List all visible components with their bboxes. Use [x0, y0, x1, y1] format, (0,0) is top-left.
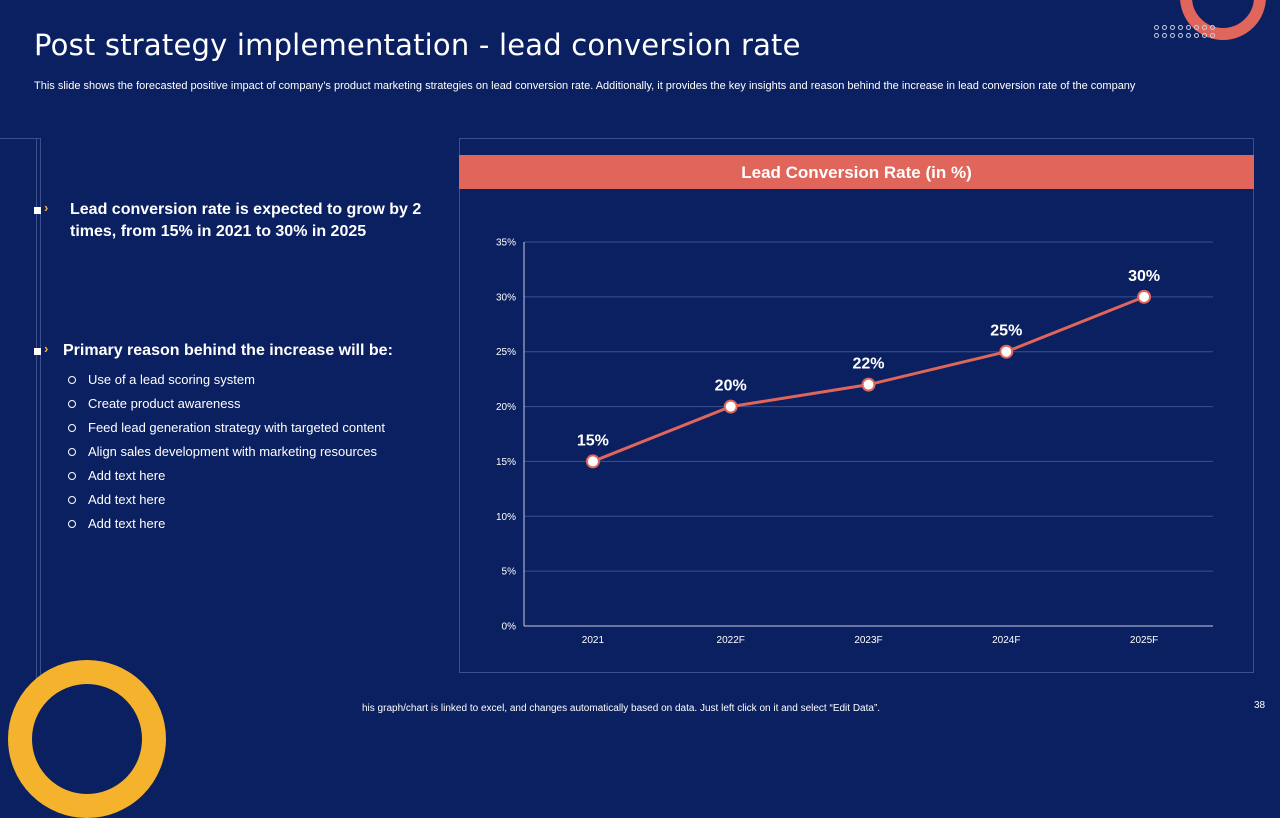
list-item: Align sales development with marketing r… [66, 440, 385, 464]
page-title: Post strategy implementation - lead conv… [34, 28, 801, 62]
footnote: his graph/chart is linked to excel, and … [362, 703, 881, 714]
bullet-marker-icon: › [34, 200, 54, 218]
circle-bullet-icon [68, 472, 76, 480]
line-chart[interactable]: 0% 5% 10% 15% 20% 25% 30% 35% 2021 2022F 2023F 2024… [459, 189, 1254, 659]
decorative-dot-grid [1154, 25, 1220, 38]
insight-point-growth: Lead conversion rate is expected to grow… [70, 201, 422, 240]
reason-text: Feed lead generation strategy with targe… [88, 420, 386, 435]
circle-bullet-icon [68, 520, 76, 528]
list-item: Create product awareness [66, 392, 385, 416]
x-tick-label: 2024F [992, 635, 1020, 646]
x-tick-label: 2021 [582, 635, 605, 646]
reason-text: Create product awareness [88, 396, 241, 411]
list-item: Add text here [66, 464, 385, 488]
data-label: 30% [1128, 268, 1160, 285]
data-label: 22% [852, 356, 884, 373]
circle-bullet-icon [68, 400, 76, 408]
circle-bullet-icon [68, 376, 76, 384]
x-tick-label: 2023F [854, 635, 882, 646]
data-point[interactable] [1137, 289, 1152, 304]
y-tick-label: 5% [502, 567, 517, 578]
y-tick-label: 15% [496, 457, 516, 468]
data-label: 20% [715, 378, 747, 395]
y-tick-label: 25% [496, 347, 516, 358]
page-subtitle: This slide shows the forecasted positive… [34, 80, 1136, 92]
y-tick-label: 35% [496, 238, 516, 249]
circle-bullet-icon [68, 496, 76, 504]
data-point[interactable] [861, 377, 876, 392]
y-tick-label: 20% [496, 402, 516, 413]
list-item: Feed lead generation strategy with targe… [66, 416, 385, 440]
x-tick-label: 2022F [717, 635, 745, 646]
decorative-line [36, 138, 37, 698]
reason-text: Add text here [88, 516, 166, 531]
x-tick-label: 2025F [1130, 635, 1158, 646]
decorative-ring-bottom [8, 660, 166, 818]
data-label: 25% [990, 323, 1022, 340]
chart-frame [459, 138, 1254, 673]
data-point[interactable] [723, 399, 738, 414]
list-item: Add text here [66, 512, 385, 536]
reason-text: Align sales development with marketing r… [88, 444, 378, 459]
decorative-line [40, 138, 41, 698]
insight-point-reasons: Primary reason behind the increase will … [63, 342, 393, 359]
page-number: 38 [1254, 700, 1266, 711]
data-point[interactable] [585, 454, 600, 469]
y-tick-label: 10% [496, 512, 516, 523]
data-label: 15% [577, 432, 609, 449]
chart-title: Lead Conversion Rate (in %) [459, 155, 1254, 189]
reason-text: Use of a lead scoring system [88, 372, 255, 387]
y-tick-label: 0% [502, 622, 517, 633]
decorative-line [0, 138, 40, 139]
data-point[interactable] [999, 344, 1014, 359]
reason-text: Add text here [88, 492, 166, 507]
bullet-marker-icon: › [34, 341, 54, 359]
circle-bullet-icon [68, 448, 76, 456]
y-tick-label: 30% [496, 292, 516, 303]
list-item: Add text here [66, 488, 385, 512]
reason-text: Add text here [88, 468, 166, 483]
reason-list: Use of a lead scoring system Create prod… [66, 368, 385, 536]
list-item: Use of a lead scoring system [66, 368, 385, 392]
circle-bullet-icon [68, 424, 76, 432]
